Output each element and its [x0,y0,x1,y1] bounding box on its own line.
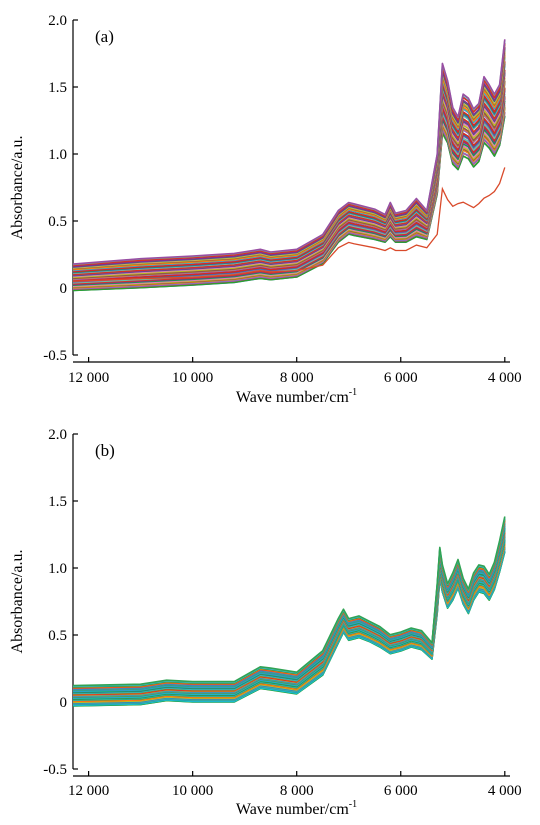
x-tick-label: 6 000 [384,783,418,799]
y-tick-label: 0.5 [48,628,67,644]
y-tick-label: 2.0 [48,13,67,29]
spectrum-line [72,111,506,290]
y-axis-label: Absorbance/a.u. [9,136,26,240]
panel-b: -0.5 0 0.5 1.0 1.5 2.0 12 000 10 000 8 000 6 000 4… [9,427,522,818]
y-tick-label: 1.5 [48,80,67,96]
spectrum-line [72,520,506,689]
x-axis-label-text: Wave number/cm [236,389,349,406]
spectrum-line [72,100,506,286]
spectrum-line [72,516,506,687]
spectrum-line [72,115,506,292]
outlier-spectrum-line [72,167,506,282]
panel-label: (a) [95,27,114,46]
x-tick-label: 12 000 [68,783,109,799]
spectra-curves [72,516,506,707]
x-tick-label: 8 000 [280,783,314,799]
spectrum-line [72,69,506,276]
spectrum-line [72,519,506,689]
x-axis-label: Wave number/cm-1 [236,799,357,818]
y-tick-label: 0 [60,281,68,297]
y-tick-label: 1.0 [48,147,67,163]
spectrum-line [72,520,506,689]
panel-label: (b) [95,441,115,460]
y-tick-label: 1.5 [48,494,67,510]
spectrum-line [72,517,506,688]
x-axis-label-text: Wave number/cm [236,801,349,818]
panel-a: -0.5 0 0.5 1.0 1.5 2.0 12 000 10 000 8 000 6 000 4… [9,13,522,406]
spectra-curves [72,39,506,292]
spectrum-line [72,43,506,267]
x-tick-label: 10 000 [172,783,213,799]
spectrum-line [72,96,506,285]
x-axis-label-superscript: -1 [349,799,357,810]
spectrum-line [72,39,506,265]
x-axis-label: Wave number/cm-1 [236,387,357,406]
y-tick-label: 0.5 [48,214,67,230]
y-tick-label: 0 [60,695,68,711]
spectrum-line [72,521,506,690]
y-axis-label: Absorbance/a.u. [9,550,26,654]
spectrum-line [72,87,506,282]
y-tick-label: 1.0 [48,561,67,577]
spectrum-line [72,46,506,268]
spectrum-line [72,102,506,287]
x-tick-label: 8 000 [280,370,314,386]
x-tick-label: 4 000 [488,370,522,386]
spectrum-line [72,80,506,280]
spectrum-line [72,518,506,688]
y-tick-label: -0.5 [43,762,67,778]
x-tick-label: 10 000 [172,370,213,386]
y-tick-label: -0.5 [43,348,67,364]
x-tick-label: 6 000 [384,370,418,386]
x-axis-label-superscript: -1 [349,387,357,398]
spectrum-line [72,55,506,271]
y-tick-label: 2.0 [48,427,67,443]
spectrum-line [72,61,506,273]
spectrum-line [72,77,506,279]
x-tick-label: 4 000 [488,783,522,799]
x-tick-label: 12 000 [68,370,109,386]
